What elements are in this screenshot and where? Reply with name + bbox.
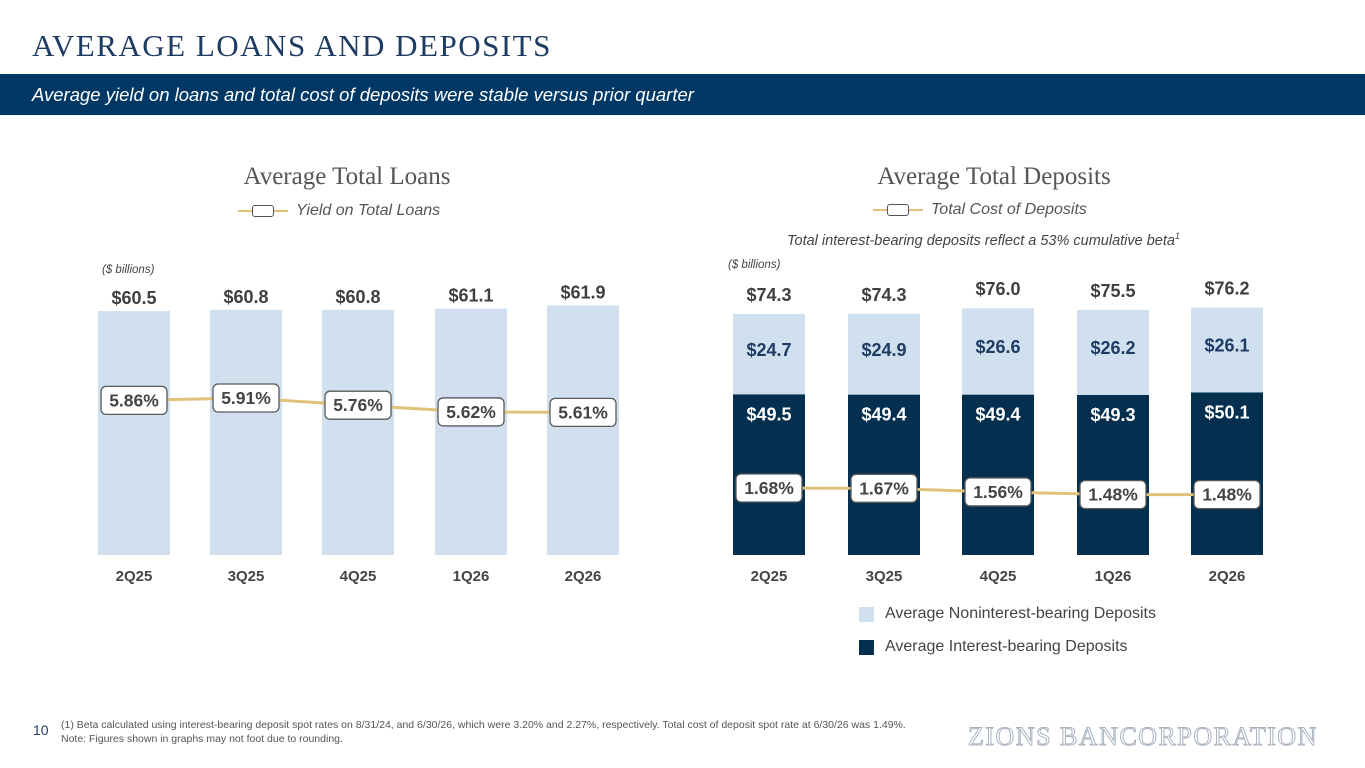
loans-x-tick: 2Q26 [565,568,602,585]
legend-interest-label: Average Interest-bearing Deposits [885,638,1128,655]
deposits-units-label: ($ billions) [728,259,781,271]
page-title: AVERAGE LOANS AND DEPOSITS [32,28,552,63]
legend-interest: Average Interest-bearing Deposits [859,638,1128,656]
deposits-noninterest-bar [1191,307,1263,393]
loans-bar [322,309,394,555]
deposits-noninterest-value: $26.1 [1204,336,1249,356]
deposits-x-tick: 4Q25 [980,568,1017,585]
deposits-noninterest-bar [848,313,920,395]
deposits-interest-bar [962,394,1034,555]
deposits-noninterest-bar [1077,309,1149,395]
deposits-total-value: $76.0 [975,279,1020,299]
deposits-cost-marker [1193,479,1261,510]
loans-yield-marker [549,397,617,428]
deposits-cost-label: 1.48% [1202,485,1252,505]
loans-bar [547,305,619,555]
loans-yield-label: 5.76% [333,395,383,415]
deposits-cost-label: 1.48% [1088,485,1138,505]
deposits-cost-marker [850,473,918,503]
deposits-legend-label: Total Cost of Deposits [931,201,1087,218]
loans-yield-marker [212,383,280,413]
deposits-total-value: $76.2 [1204,279,1249,299]
deposits-beta-note-text: Total interest-bearing deposits reflect … [787,232,1175,249]
loans-bar [98,311,170,555]
deposits-cost-label: 1.67% [859,478,909,498]
loans-bar-value: $61.9 [560,282,605,302]
deposits-total-value: $75.5 [1090,281,1135,301]
loans-bar-value: $60.8 [335,287,380,307]
loans-yield-marker [100,385,168,416]
deposits-total-value: $74.3 [746,285,791,305]
deposits-cost-marker [964,477,1032,507]
footnotes: (1) Beta calculated using interest-beari… [61,718,906,746]
deposits-interest-bar [1191,392,1263,555]
loans-bar [210,309,282,555]
loans-x-tick: 3Q25 [228,568,265,585]
legend-noninterest-label: Average Noninterest-bearing Deposits [885,605,1156,622]
deposits-noninterest-value: $24.9 [861,340,906,360]
deposits-interest-value: $49.4 [861,405,906,425]
deposits-noninterest-bar [733,314,805,395]
deposits-x-tick: 1Q26 [1095,568,1132,585]
loans-bar-value: $60.8 [223,287,268,307]
footnote-note: Note: Figures shown in graphs may not fo… [61,733,343,745]
loans-bar-value: $61.1 [448,286,493,306]
deposits-interest-value: $49.5 [746,404,791,424]
deposits-x-tick: 2Q26 [1209,568,1246,585]
loans-yield-marker [437,397,505,427]
brand-logo: ZIONS BANCORPORATION [968,722,1318,752]
deposits-cost-marker [1079,479,1147,510]
deposits-interest-value: $49.4 [975,405,1020,425]
deposits-cost-label: 1.56% [973,482,1023,502]
deposits-interest-value: $50.1 [1204,402,1249,422]
deposits-x-tick: 3Q25 [866,568,903,585]
deposits-legend: Total Cost of Deposits [873,201,1087,219]
loans-yield-marker [324,390,392,420]
loans-bar [435,308,507,555]
subtitle-text: Average yield on loans and total cost of… [32,84,694,105]
footnote-ref: 1 [1174,231,1180,241]
deposits-cost-label: 1.68% [744,478,794,498]
loans-chart-title: Average Total Loans [243,163,451,190]
line-marker-icon [873,204,923,216]
deposits-x-tick: 2Q25 [751,568,788,585]
deposits-interest-value: $49.3 [1090,405,1135,425]
noninterest-swatch-icon [859,606,874,622]
deposits-interest-bar [1077,394,1149,555]
loans-yield-label: 5.86% [109,390,159,410]
legend-noninterest: Average Noninterest-bearing Deposits [859,605,1156,623]
loans-x-tick: 4Q25 [340,568,377,585]
subtitle-banner: Average yield on loans and total cost of… [0,74,1365,115]
loans-x-tick: 2Q25 [116,568,153,585]
deposits-cost-marker [735,473,803,503]
loans-units-label: ($ billions) [102,264,155,276]
deposits-noninterest-bar [962,308,1034,395]
loans-legend-label: Yield on Total Loans [296,202,441,219]
loans-yield-label: 5.91% [221,388,271,408]
footnote-1: (1) Beta calculated using interest-beari… [61,719,906,731]
loans-bar-value: $60.5 [111,288,156,308]
deposits-total-value: $74.3 [861,285,906,305]
deposits-chart-title: Average Total Deposits [877,163,1111,190]
line-marker-icon [238,205,288,217]
deposits-beta-note: Total interest-bearing deposits reflect … [787,231,1180,249]
interest-swatch-icon [859,639,874,655]
deposits-noninterest-value: $24.7 [746,340,791,360]
loans-x-tick: 1Q26 [453,568,490,585]
deposits-noninterest-value: $26.2 [1090,338,1135,358]
page-number: 10 [33,722,49,738]
deposits-noninterest-value: $26.6 [975,337,1020,357]
loans-yield-label: 5.61% [558,402,608,422]
loans-legend: Yield on Total Loans [238,202,440,220]
loans-yield-label: 5.62% [446,402,496,422]
